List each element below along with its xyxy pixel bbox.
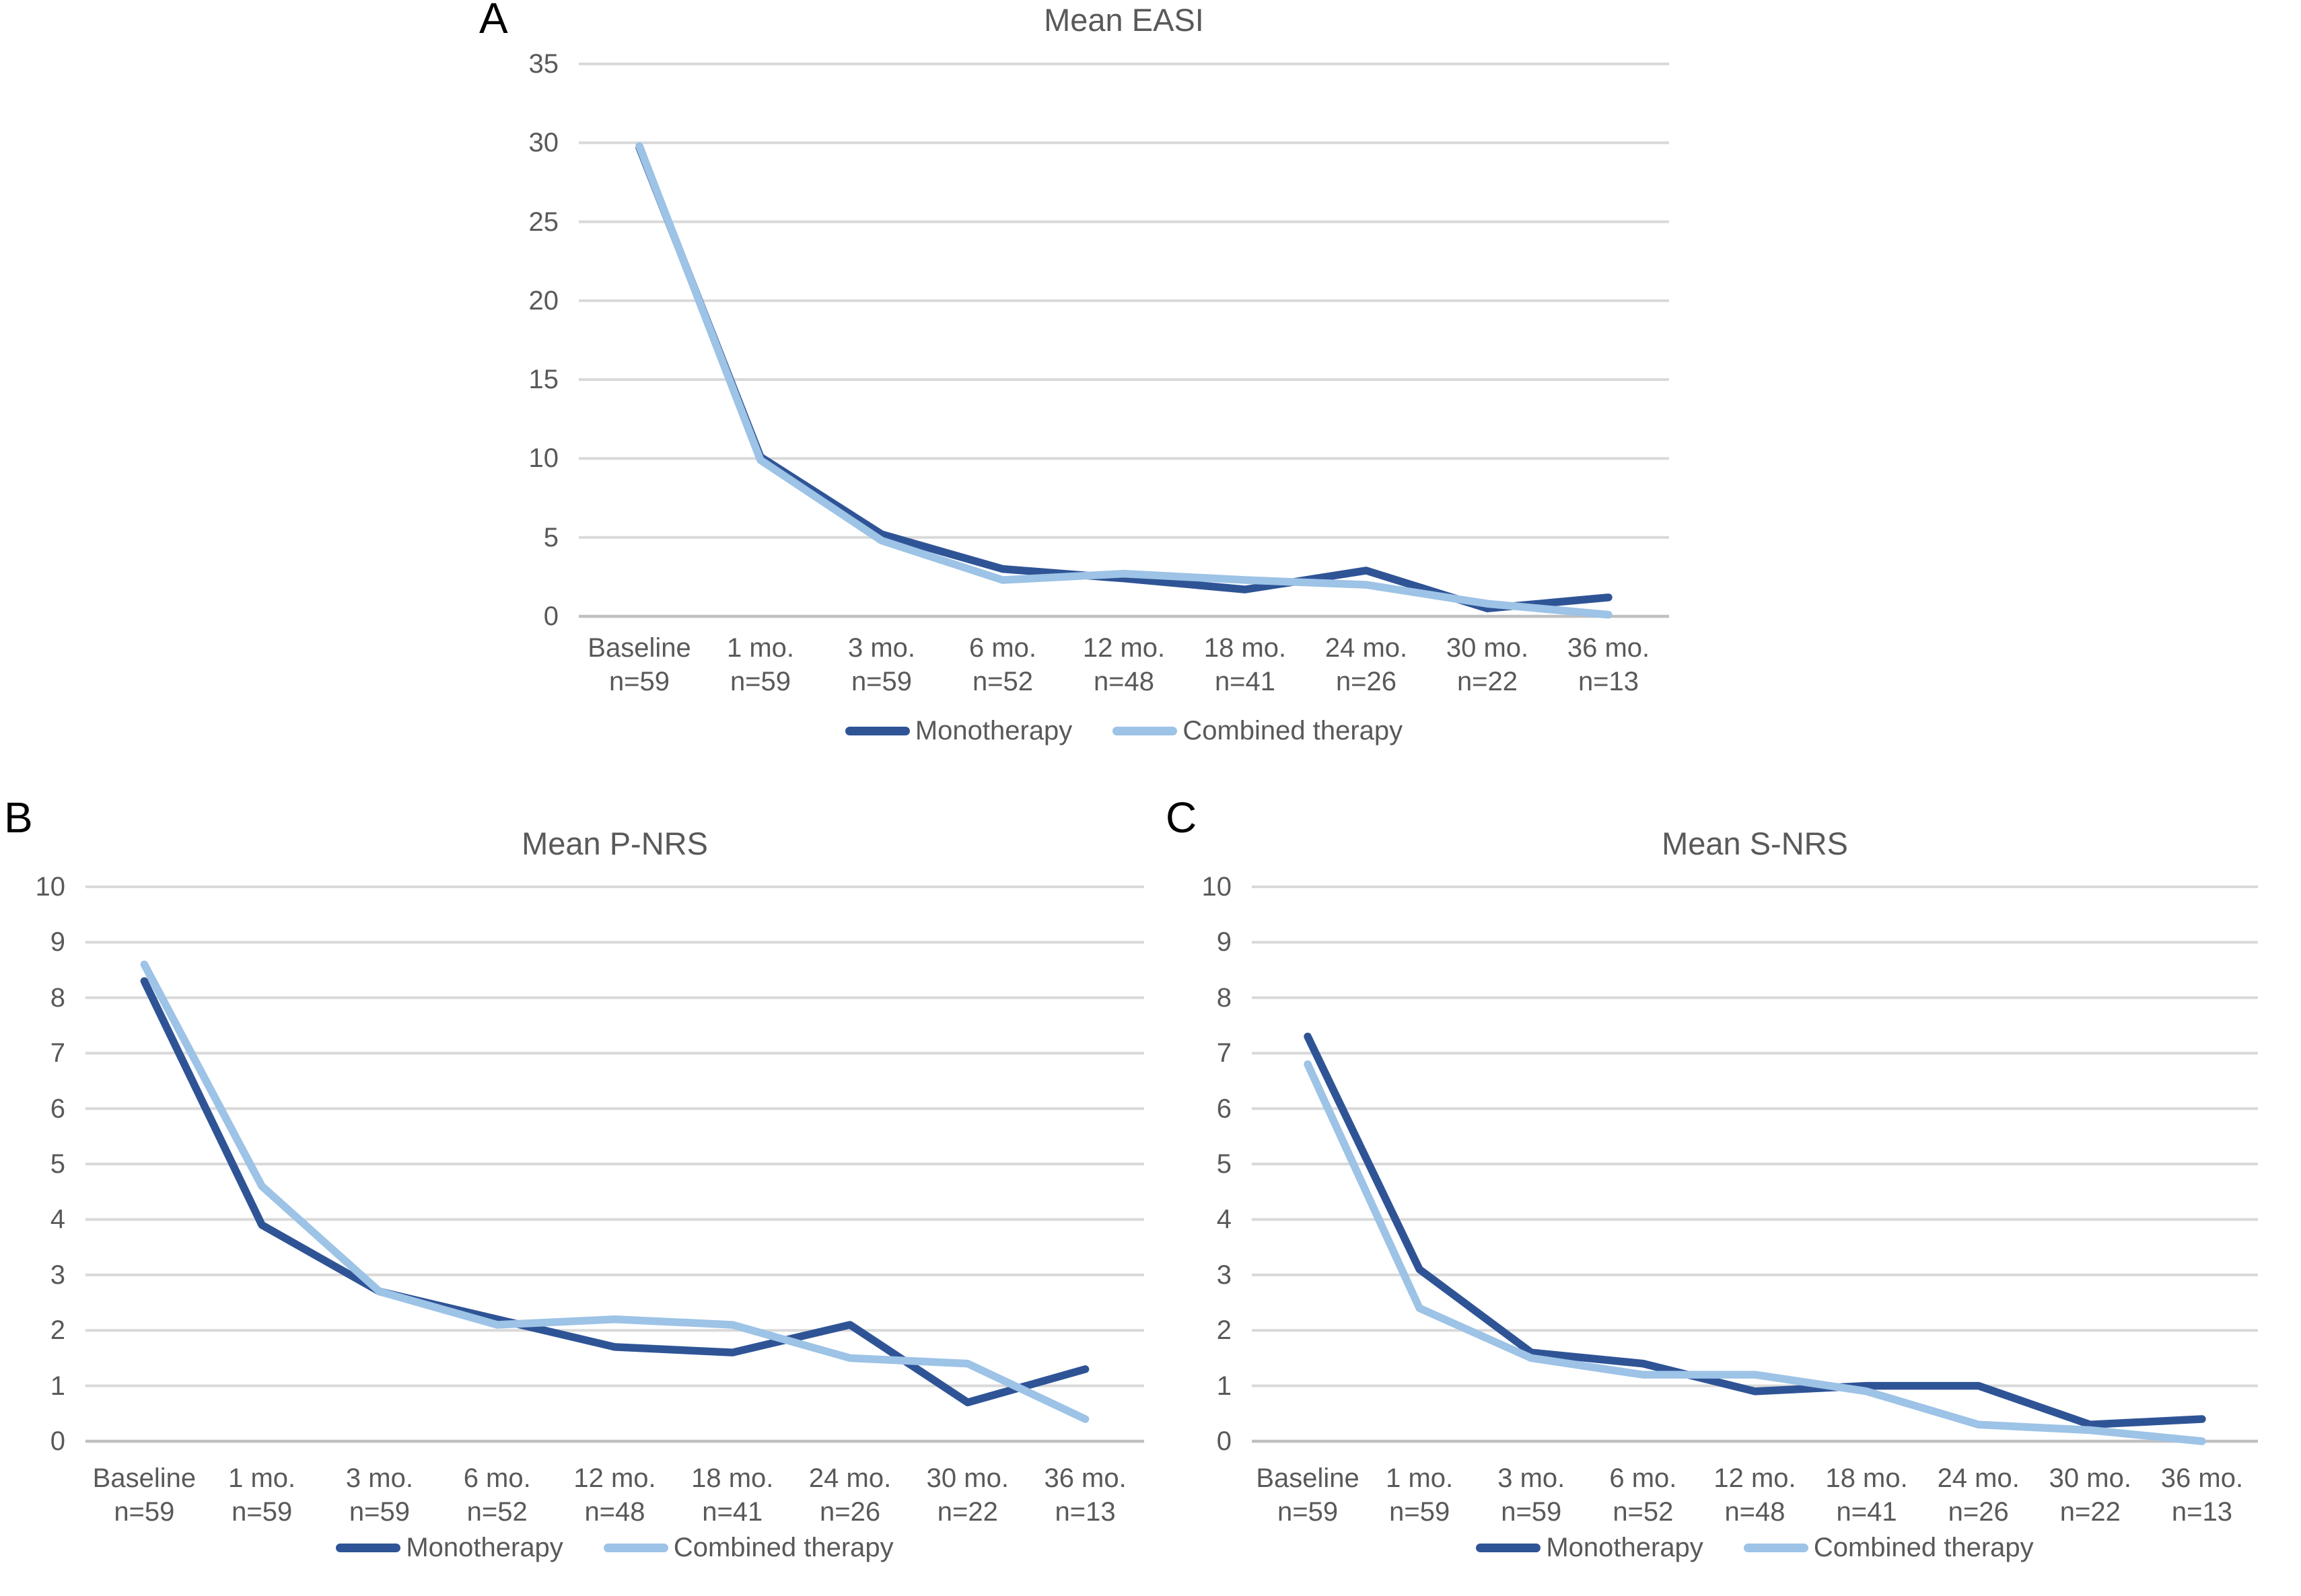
combined-therapy-line (140, 960, 1090, 1423)
monotherapy-line (635, 143, 1613, 613)
combined-therapy-line (1304, 1060, 2206, 1445)
monotherapy-line (1304, 1032, 2206, 1429)
monotherapy-line (140, 977, 1090, 1407)
combined-therapy-line (635, 142, 1613, 619)
